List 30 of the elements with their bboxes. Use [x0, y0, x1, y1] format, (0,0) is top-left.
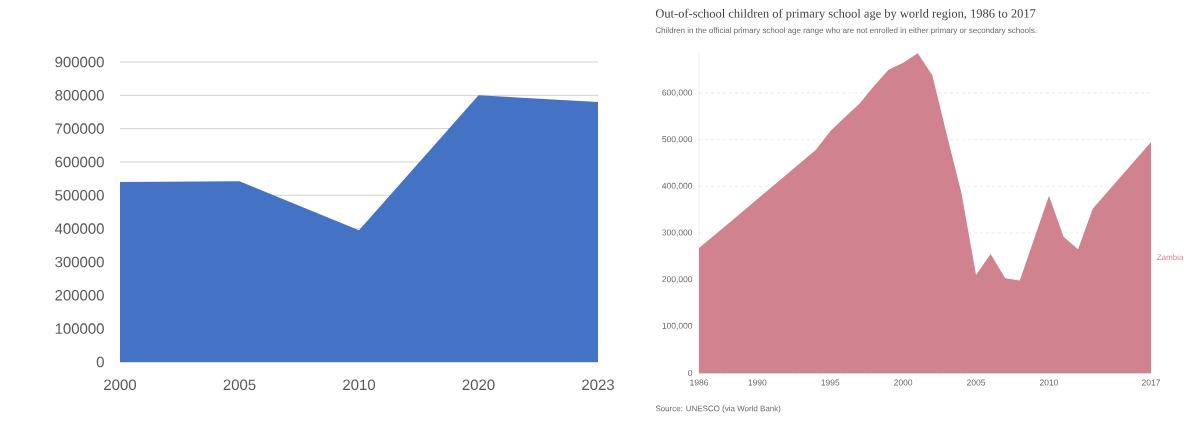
x-tick-label: 1990 — [748, 379, 767, 386]
x-tick-label: 1995 — [821, 379, 840, 386]
y-tick-label: 400,000 — [662, 182, 693, 190]
y-tick-label: 900000 — [55, 56, 104, 68]
x-tick-label: 1986 — [690, 379, 709, 386]
x-tick-label: 2000 — [894, 379, 913, 386]
y-tick-label: 0 — [688, 370, 693, 376]
y-tick-label: 100,000 — [662, 322, 693, 330]
y-tick-label: 700000 — [55, 123, 104, 134]
y-tick-label: 500,000 — [662, 136, 693, 144]
y-tick-label: 600,000 — [662, 89, 693, 97]
y-tick-label: 200000 — [55, 290, 104, 301]
chart-title: Out-of-school children of primary school age by world region, 1986 to 2017 — [655, 8, 1036, 21]
y-tick-label: 800000 — [55, 90, 104, 101]
x-tick-label: 2010 — [1039, 379, 1059, 386]
x-tick-label: 2020 — [462, 379, 495, 391]
y-tick-label: 400000 — [54, 223, 104, 234]
y-tick-label: 500000 — [55, 190, 104, 201]
x-tick-label: 2023 — [582, 379, 614, 391]
x-tick-label: 2010 — [343, 379, 376, 391]
y-tick-label: 100000 — [55, 323, 104, 334]
y-tick-label: 600000 — [55, 156, 104, 168]
x-tick-label: 2005 — [223, 379, 256, 391]
x-tick-label: 2017 — [1142, 379, 1161, 386]
x-tick-label: 2000 — [104, 379, 137, 391]
y-tick-label: 300000 — [55, 256, 104, 268]
y-tick-label: 0 — [96, 356, 104, 368]
y-tick-label: 200,000 — [662, 276, 693, 284]
y-tick-label: 300,000 — [662, 229, 693, 237]
x-tick-label: 2005 — [967, 379, 986, 386]
